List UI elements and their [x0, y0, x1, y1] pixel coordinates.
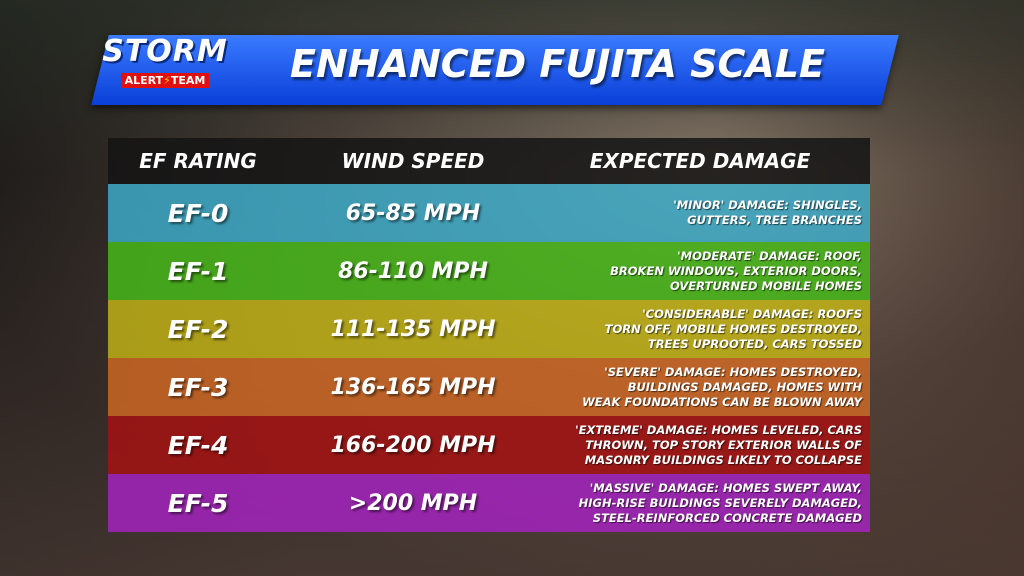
logo-bottom: ALERT⚡TEAM — [120, 73, 210, 88]
table-row: EF-1 86-110 MPH 'MODERATE' DAMAGE: ROOF, BR… — [108, 242, 870, 300]
table-row: EF-3 136-165 MPH 'SEVERE' DAMAGE: HOMES DE… — [108, 358, 870, 416]
damage-line: 'SEVERE' DAMAGE: HOMES DESTROYED, — [604, 364, 862, 379]
expected-damage: 'MODERATE' DAMAGE: ROOF, BROKEN WINDOWS, … — [610, 249, 862, 294]
damage-line: MASONRY BUILDINGS LIKELY TO COLLAPSE — [584, 452, 862, 467]
table-row: EF-5 >200 MPH 'MASSIVE' DAMAGE: HOMES SWEP… — [108, 474, 870, 532]
logo-left: ALERT — [124, 74, 164, 87]
wind-speed: 136-165 MPH — [330, 374, 496, 400]
damage-line: TORN OFF, MOBILE HOMES DESTROYED, — [604, 321, 862, 336]
wind-speed: 65-85 MPH — [345, 200, 481, 226]
wind-speed: 111-135 MPH — [330, 316, 496, 342]
damage-line: 'CONSIDERABLE' DAMAGE: ROOFS — [642, 306, 862, 321]
cell: >200 MPH — [288, 474, 538, 532]
expected-damage: 'SEVERE' DAMAGE: HOMES DESTROYED, BUILDIN… — [582, 365, 862, 410]
expected-damage: 'EXTREME' DAMAGE: HOMES LEVELED, CARS THR… — [575, 423, 862, 468]
cell: 'MASSIVE' DAMAGE: HOMES SWEPT AWAY, HIGH-… — [538, 474, 862, 532]
damage-line: OVERTURNED MOBILE HOMES — [670, 278, 862, 293]
ef-rating: EF-5 — [167, 488, 229, 518]
logo-right: TEAM — [170, 74, 206, 87]
expected-damage: 'MASSIVE' DAMAGE: HOMES SWEPT AWAY, HIGH-… — [579, 481, 862, 526]
expected-damage: 'MINOR' DAMAGE: SHINGLES, GUTTERS, TREE B… — [673, 198, 862, 228]
damage-line: WEAK FOUNDATIONS CAN BE BLOWN AWAY — [582, 394, 862, 409]
logo-top: STORM — [102, 34, 228, 69]
cell: EF-1 — [108, 242, 288, 300]
cell: EF-3 — [108, 358, 288, 416]
title: ENHANCED FUJITA SCALE — [290, 42, 825, 86]
expected-damage: 'CONSIDERABLE' DAMAGE: ROOFS TORN OFF, MO… — [605, 307, 862, 352]
cell: 'SEVERE' DAMAGE: HOMES DESTROYED, BUILDIN… — [538, 358, 862, 416]
cell: 86-110 MPH — [288, 242, 538, 300]
ef-rating: EF-4 — [167, 430, 229, 460]
column-header: WIND SPEED — [341, 149, 485, 173]
table-row: EF-4 166-200 MPH 'EXTREME' DAMAGE: HOMES L… — [108, 416, 870, 474]
table-row: EF-2 111-135 MPH 'CONSIDERABLE' DAMAGE: RO… — [108, 300, 870, 358]
cell: EF-0 — [108, 184, 288, 242]
cell: 65-85 MPH — [288, 184, 538, 242]
cell: 'MINOR' DAMAGE: SHINGLES, GUTTERS, TREE B… — [538, 184, 862, 242]
damage-line: BUILDINGS DAMAGED, HOMES WITH — [627, 379, 862, 394]
wind-speed: >200 MPH — [348, 490, 478, 516]
damage-line: 'MASSIVE' DAMAGE: HOMES SWEPT AWAY, — [589, 480, 862, 495]
cell: 'MODERATE' DAMAGE: ROOF, BROKEN WINDOWS, … — [538, 242, 862, 300]
cell: 111-135 MPH — [288, 300, 538, 358]
wind-speed: 166-200 MPH — [330, 432, 496, 458]
cell: 166-200 MPH — [288, 416, 538, 474]
ef-rating: EF-3 — [167, 372, 229, 402]
column-header: EF RATING — [139, 149, 257, 173]
damage-line: STEEL-REINFORCED CONCRETE DAMAGED — [592, 510, 862, 525]
wind-speed: 86-110 MPH — [338, 258, 488, 284]
cell: EF-5 — [108, 474, 288, 532]
cell: 'EXTREME' DAMAGE: HOMES LEVELED, CARS THR… — [538, 416, 862, 474]
cell: 136-165 MPH — [288, 358, 538, 416]
damage-line: 'MINOR' DAMAGE: SHINGLES, — [673, 198, 862, 212]
damage-line: HIGH-RISE BUILDINGS SEVERELY DAMAGED, — [578, 495, 862, 510]
cell: 'CONSIDERABLE' DAMAGE: ROOFS TORN OFF, MO… — [538, 300, 862, 358]
cell: EF-4 — [108, 416, 288, 474]
table-row: EF-0 65-85 MPH 'MINOR' DAMAGE: SHINGLES, GU… — [108, 184, 870, 242]
cell: EF-2 — [108, 300, 288, 358]
damage-line: BROKEN WINDOWS, EXTERIOR DOORS, — [610, 263, 862, 278]
ef-rating: EF-1 — [167, 256, 229, 286]
damage-line: TREES UPROOTED, CARS TOSSED — [647, 336, 862, 351]
ef-rating: EF-2 — [167, 314, 229, 344]
damage-line: 'EXTREME' DAMAGE: HOMES LEVELED, CARS — [575, 422, 862, 437]
header-row: EF RATING WIND SPEED EXPECTED DAMAGE — [108, 138, 870, 184]
damage-line: THROWN, TOP STORY EXTERIOR WALLS OF — [585, 437, 862, 452]
ef-rating: EF-0 — [167, 198, 229, 228]
logo: STORM ALERT⚡TEAM — [95, 34, 235, 98]
table: EF RATING WIND SPEED EXPECTED DAMAGE EF-0 65… — [108, 138, 870, 532]
damage-line: 'MODERATE' DAMAGE: ROOF, — [677, 248, 862, 263]
column-header: EXPECTED DAMAGE — [589, 149, 811, 173]
damage-line: GUTTERS, TREE BRANCHES — [687, 213, 862, 227]
